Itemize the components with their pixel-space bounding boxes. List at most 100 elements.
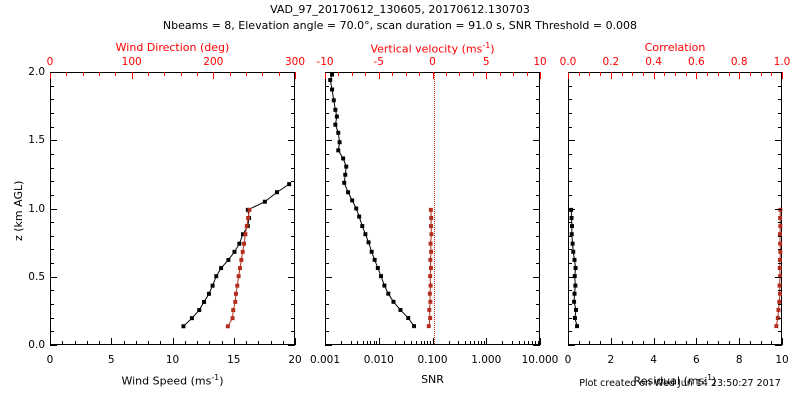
data-line <box>775 209 781 327</box>
data-marker <box>774 324 779 329</box>
bottom-minor-tick <box>411 341 413 345</box>
bottom-minor-tick <box>760 341 762 345</box>
y-minor-tick <box>291 112 295 114</box>
top-minor-tick <box>728 72 730 76</box>
bottom-minor-tick <box>458 341 460 345</box>
data-marker <box>247 207 252 212</box>
data-marker <box>341 156 346 161</box>
y-minor-tick <box>778 317 782 319</box>
data-marker <box>242 241 247 246</box>
y-major-tick <box>325 72 332 73</box>
y-minor-tick <box>291 249 295 251</box>
bottom-minor-tick <box>675 341 676 345</box>
data-marker <box>573 283 578 288</box>
bottom-minor-tick <box>404 341 406 345</box>
top-minor-tick <box>707 72 709 76</box>
bottom-major-tick <box>233 338 235 345</box>
y-minor-tick <box>778 85 782 87</box>
y-minor-tick <box>50 99 54 101</box>
data-marker <box>245 207 250 212</box>
top-minor-tick <box>419 72 421 76</box>
data-marker <box>412 324 417 329</box>
y-minor-tick <box>50 222 54 224</box>
top-major-tick <box>568 72 569 79</box>
bottom-minor-tick <box>258 341 260 345</box>
top-minor-tick <box>760 72 762 76</box>
bottom-minor-tick <box>518 341 520 345</box>
bottom-minor-tick <box>270 341 272 345</box>
data-marker <box>360 224 365 229</box>
top-minor-tick <box>499 72 501 76</box>
top-minor-tick <box>685 72 687 76</box>
y-major-tick <box>568 276 575 278</box>
y-minor-tick <box>291 331 295 333</box>
bottom-major-tick <box>50 338 51 345</box>
data-marker <box>328 78 333 83</box>
y-minor-tick <box>50 290 54 292</box>
y-minor-tick <box>536 263 540 265</box>
bottom-minor-tick <box>282 341 284 345</box>
data-marker <box>777 257 782 262</box>
data-line <box>227 209 250 327</box>
data-marker <box>357 214 362 219</box>
data-marker <box>777 266 782 270</box>
y-minor-tick <box>568 290 572 292</box>
y-minor-tick <box>568 126 572 128</box>
y-minor-tick <box>778 304 782 306</box>
top-tick-label: -10 <box>316 56 334 68</box>
data-marker <box>236 274 241 279</box>
bottom-major-tick <box>653 338 655 345</box>
bottom-minor-tick <box>246 341 247 345</box>
y-major-tick <box>533 345 540 346</box>
y-minor-tick <box>778 153 782 155</box>
bottom-major-tick <box>540 338 541 345</box>
bottom-minor-tick <box>707 341 709 345</box>
panel-residual-top-axis-label: Correlation <box>644 41 706 54</box>
bottom-minor-tick <box>366 341 368 345</box>
top-major-tick <box>653 72 655 79</box>
bottom-minor-tick <box>135 341 137 345</box>
y-tick-label: 0.0 <box>28 339 45 351</box>
y-minor-tick <box>536 194 540 196</box>
y-minor-tick <box>50 194 54 196</box>
bottom-minor-tick <box>123 341 125 345</box>
top-minor-tick <box>392 72 394 76</box>
bottom-minor-tick <box>62 341 64 345</box>
bottom-major-tick <box>696 338 698 345</box>
top-tick-label: 100 <box>121 56 142 68</box>
data-marker <box>237 241 242 246</box>
bottom-minor-tick <box>357 341 359 345</box>
bottom-minor-tick <box>511 341 513 345</box>
data-marker <box>363 232 368 237</box>
top-minor-tick <box>472 72 474 76</box>
y-minor-tick <box>778 235 782 237</box>
panel-snr-bottom-axis-label: SNR <box>421 373 444 386</box>
bottom-tick-label: 10 <box>775 354 789 366</box>
y-minor-tick <box>536 235 540 237</box>
data-marker <box>232 249 237 254</box>
bottom-tick-label: 6 <box>693 354 700 366</box>
bottom-tick-label: 4 <box>650 354 657 366</box>
bottom-tick-label: 0.001 <box>309 354 341 366</box>
data-marker <box>427 291 432 296</box>
data-marker <box>428 283 433 288</box>
y-minor-tick <box>778 263 782 265</box>
data-marker <box>247 215 252 220</box>
bottom-minor-tick <box>350 341 352 345</box>
y-minor-tick <box>50 126 54 128</box>
y-minor-tick <box>50 85 54 87</box>
bottom-major-tick <box>295 338 296 345</box>
data-marker <box>350 198 355 203</box>
bottom-minor-tick <box>483 341 485 345</box>
bottom-minor-tick <box>416 341 418 345</box>
data-marker <box>336 148 341 153</box>
data-marker <box>366 240 371 245</box>
top-minor-tick <box>197 72 198 76</box>
data-marker <box>333 107 338 112</box>
top-minor-tick <box>589 72 591 76</box>
data-marker <box>240 249 245 254</box>
data-marker <box>391 299 396 304</box>
y-minor-tick <box>325 290 329 292</box>
data-marker <box>428 207 433 212</box>
y-minor-tick <box>778 167 782 169</box>
